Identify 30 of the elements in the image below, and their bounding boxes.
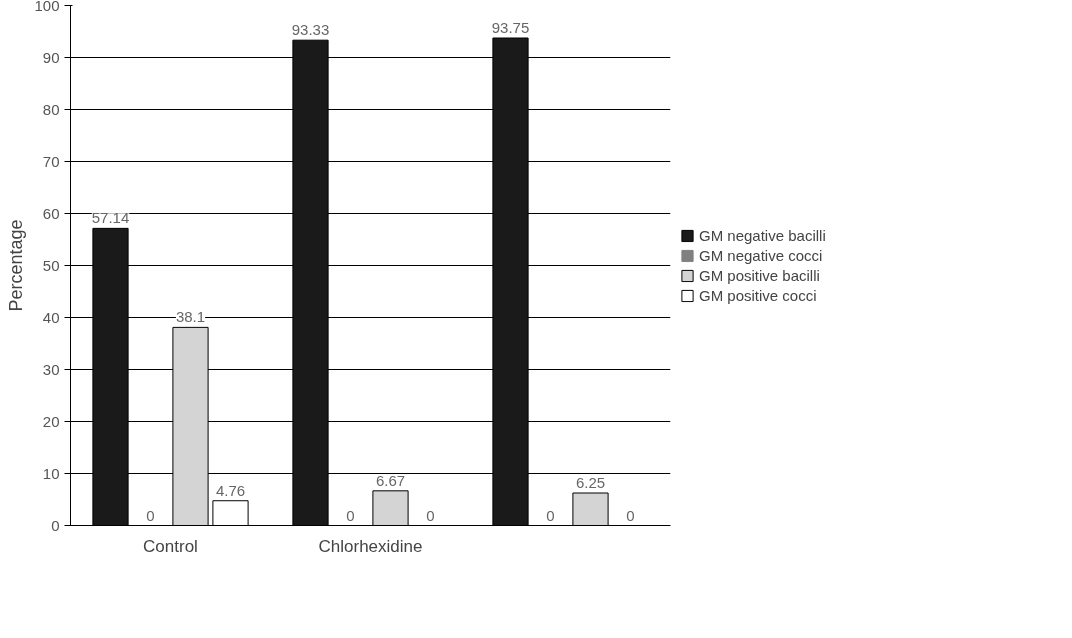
data-label: 6.67 xyxy=(375,471,406,489)
y-tick-label: 50 xyxy=(42,256,60,274)
y-tick-label: 90 xyxy=(42,48,60,66)
data-label: 93.33 xyxy=(291,21,330,39)
legend-label: GM negative cocci xyxy=(699,246,823,264)
data-label: 0 xyxy=(346,506,355,524)
y-tick-label: 40 xyxy=(42,308,60,326)
data-label: 38.1 xyxy=(175,308,206,326)
y-tick-label: 30 xyxy=(42,360,60,378)
legend-label: GM positive bacilli xyxy=(699,266,820,284)
x-tick-label: Control xyxy=(143,536,198,556)
y-tick-label: 100 xyxy=(34,0,60,14)
legend-label: GM negative bacilli xyxy=(699,226,826,244)
y-tick-label: 70 xyxy=(42,152,60,170)
data-label: 93.75 xyxy=(491,19,530,36)
y-tick-label: 20 xyxy=(42,412,60,430)
data-label: 0 xyxy=(626,506,635,524)
legend-label: GM positive cocci xyxy=(699,286,817,304)
data-label: 6.25 xyxy=(575,474,606,491)
x-tick-label: Chlorhexidine xyxy=(318,536,423,556)
y-tick-label: 80 xyxy=(42,100,60,118)
y-axis-title: Percentage xyxy=(6,219,27,312)
y-tick-label: 60 xyxy=(42,204,60,222)
data-label: 0 xyxy=(146,506,155,524)
y-tick-label: 10 xyxy=(42,464,60,482)
data-label: 57.14 xyxy=(91,209,130,227)
y-tick-label: 0 xyxy=(51,516,60,534)
data-label: 0 xyxy=(546,506,555,524)
data-label: 4.76 xyxy=(215,481,246,499)
data-label: 0 xyxy=(426,506,435,524)
